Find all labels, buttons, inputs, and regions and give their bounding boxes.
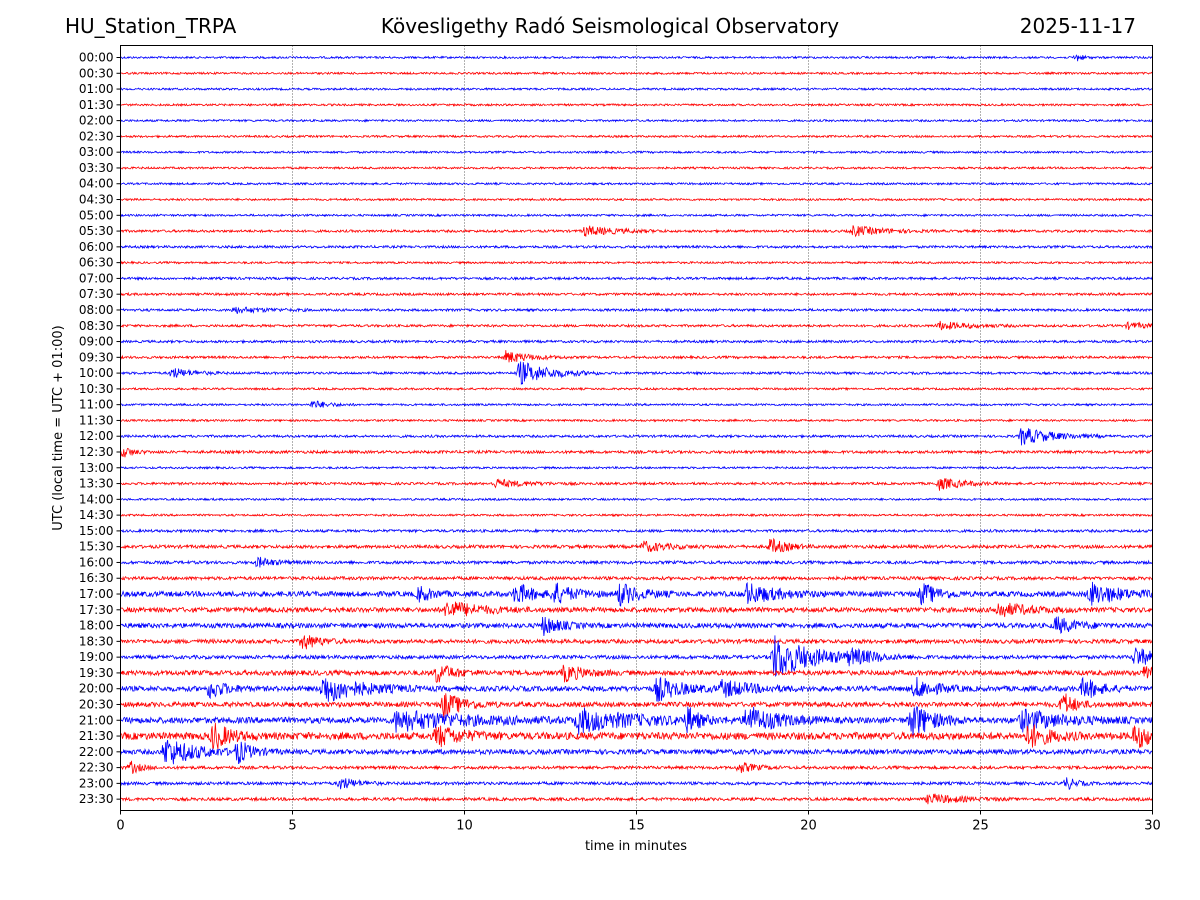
y-tick-label: 15:30 <box>79 540 114 554</box>
x-tick-label: 5 <box>288 819 296 834</box>
y-tick-label: 08:00 <box>79 303 114 317</box>
y-tick-label: 19:30 <box>79 666 114 680</box>
y-tick-label: 05:00 <box>79 208 114 222</box>
trace-2000 <box>120 676 1153 702</box>
trace-1230 <box>120 447 1153 458</box>
trace-1530 <box>120 537 1153 553</box>
y-axis-label: UTC (local time = UTC + 01:00) <box>51 325 66 530</box>
y-tick-label: 12:00 <box>79 429 114 443</box>
trace-1100 <box>120 400 1153 409</box>
x-tick-label: 0 <box>116 819 124 834</box>
x-axis-label: time in minutes <box>585 839 687 854</box>
y-tick-label: 01:30 <box>79 98 114 112</box>
x-tick-label: 20 <box>800 819 817 834</box>
grid-lines <box>292 45 981 811</box>
y-tick-label: 17:30 <box>79 603 114 617</box>
trace-0900 <box>120 338 1153 345</box>
y-tick-label: 12:30 <box>79 445 114 459</box>
trace-1700 <box>120 581 1153 607</box>
y-tick-label: 18:00 <box>79 619 114 633</box>
y-tick-label: 00:00 <box>79 51 114 65</box>
y-tick-label: 23:30 <box>79 792 114 806</box>
y-tick-label: 06:30 <box>79 256 114 270</box>
trace-0300 <box>120 150 1153 155</box>
trace-0500 <box>120 213 1153 218</box>
y-tick-label: 21:30 <box>79 729 114 743</box>
y-tick-label: 22:30 <box>79 761 114 775</box>
y-tick-label: 21:00 <box>79 713 114 727</box>
y-tick-label: 05:30 <box>79 224 114 238</box>
date-label: 2025-11-17 <box>1019 14 1136 38</box>
x-tick-label: 25 <box>972 819 989 834</box>
y-tick-label: 00:30 <box>79 66 114 80</box>
trace-2300 <box>120 777 1153 791</box>
trace-2100 <box>120 705 1153 739</box>
observatory-title: Kövesligethy Radó Seismological Observat… <box>380 14 840 38</box>
trace-2230 <box>120 760 1153 774</box>
y-tick-label: 07:30 <box>79 287 114 301</box>
y-tick-label: 14:00 <box>79 492 114 506</box>
y-tick-label: 20:00 <box>79 682 114 696</box>
y-tick-label: 13:30 <box>79 477 114 491</box>
station-name: HU_Station_TRPA <box>65 14 237 38</box>
y-tick-label: 20:30 <box>79 697 114 711</box>
y-tick-label: 16:00 <box>79 555 114 569</box>
y-tick-label: 16:30 <box>79 571 114 585</box>
y-tick-label: 10:00 <box>79 366 114 380</box>
trace-2330 <box>120 793 1153 805</box>
y-tick-label: 07:00 <box>79 271 114 285</box>
y-tick-label: 02:00 <box>79 114 114 128</box>
y-tick-label: 22:00 <box>79 745 114 759</box>
trace-1200 <box>120 428 1153 446</box>
trace-1830 <box>120 635 1153 650</box>
y-tick-label: 01:00 <box>79 82 114 96</box>
y-tick-label: 03:30 <box>79 161 114 175</box>
y-tick-label: 04:00 <box>79 177 114 191</box>
y-tick-label: 09:00 <box>79 335 114 349</box>
x-tick-label: 10 <box>456 819 473 834</box>
trace-0730 <box>120 291 1153 297</box>
trace-0700 <box>120 275 1153 282</box>
y-tick-label: 11:00 <box>79 398 114 412</box>
y-tick-label: 09:30 <box>79 350 114 364</box>
trace-1730 <box>120 601 1153 618</box>
y-tick-label: 15:00 <box>79 524 114 538</box>
y-tick-label: 18:30 <box>79 634 114 648</box>
y-tick-label: 10:30 <box>79 382 114 396</box>
trace-1300 <box>120 465 1153 471</box>
trace-2130 <box>120 722 1153 750</box>
y-tick-label: 04:30 <box>79 193 114 207</box>
y-tick-label: 14:30 <box>79 508 114 522</box>
y-tick-label: 11:30 <box>79 413 114 427</box>
trace-2200 <box>120 739 1153 765</box>
trace-1930 <box>120 664 1153 684</box>
y-tick-label: 17:00 <box>79 587 114 601</box>
y-tick-label: 13:00 <box>79 461 114 475</box>
x-axis-ticks: 0 5 10 15 20 25 30 <box>116 810 1161 834</box>
x-tick-label: 30 <box>1144 819 1161 834</box>
y-tick-label: 02:30 <box>79 129 114 143</box>
x-tick-label: 15 <box>628 819 645 834</box>
y-tick-label: 08:30 <box>79 319 114 333</box>
y-tick-label: 19:00 <box>79 650 114 664</box>
y-tick-label: 03:00 <box>79 145 114 159</box>
y-tick-label: 23:00 <box>79 776 114 790</box>
y-tick-label: 06:00 <box>79 240 114 254</box>
